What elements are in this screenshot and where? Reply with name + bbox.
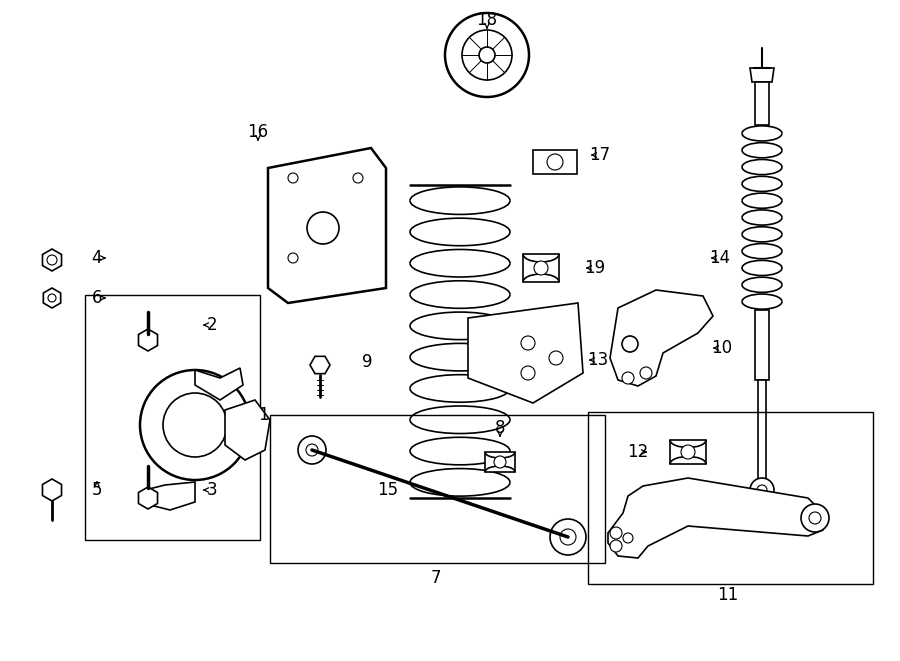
- Bar: [270, 415, 605, 563]
- Text: 7: 7: [431, 569, 441, 587]
- Text: 3: 3: [207, 481, 217, 499]
- Polygon shape: [608, 478, 823, 558]
- Circle shape: [462, 30, 512, 80]
- Circle shape: [550, 519, 586, 555]
- Circle shape: [298, 436, 326, 464]
- Polygon shape: [145, 482, 195, 510]
- Circle shape: [640, 367, 652, 379]
- Text: 13: 13: [588, 351, 608, 369]
- Text: 8: 8: [495, 419, 505, 437]
- Polygon shape: [670, 440, 706, 464]
- Circle shape: [288, 253, 298, 263]
- Text: 10: 10: [711, 339, 733, 357]
- Circle shape: [445, 13, 529, 97]
- Circle shape: [549, 351, 563, 365]
- Circle shape: [48, 294, 56, 302]
- Circle shape: [809, 512, 821, 524]
- Circle shape: [47, 255, 57, 265]
- Text: 11: 11: [717, 586, 739, 604]
- Polygon shape: [758, 380, 766, 480]
- Circle shape: [681, 445, 695, 459]
- Text: 4: 4: [92, 249, 103, 267]
- Circle shape: [534, 261, 548, 275]
- Polygon shape: [755, 310, 769, 380]
- Circle shape: [163, 393, 227, 457]
- Circle shape: [288, 173, 298, 183]
- Bar: [588, 412, 873, 584]
- Polygon shape: [268, 148, 386, 303]
- Text: 14: 14: [709, 249, 731, 267]
- Polygon shape: [750, 68, 774, 82]
- Circle shape: [757, 485, 767, 495]
- Text: 12: 12: [627, 443, 649, 461]
- Polygon shape: [225, 400, 270, 460]
- Text: 6: 6: [92, 289, 103, 307]
- Text: 15: 15: [377, 481, 399, 499]
- Polygon shape: [485, 452, 515, 472]
- Polygon shape: [533, 150, 577, 174]
- Circle shape: [622, 336, 638, 352]
- Text: 5: 5: [92, 481, 103, 499]
- Text: 9: 9: [362, 353, 373, 371]
- Text: 18: 18: [476, 11, 498, 29]
- Polygon shape: [195, 368, 243, 400]
- Text: 16: 16: [248, 123, 268, 141]
- Text: 17: 17: [590, 146, 610, 164]
- Text: 2: 2: [207, 316, 217, 334]
- Text: 1: 1: [257, 406, 268, 424]
- Text: 19: 19: [584, 259, 606, 277]
- Circle shape: [479, 47, 495, 63]
- Circle shape: [560, 529, 576, 545]
- Circle shape: [521, 366, 535, 380]
- Polygon shape: [610, 290, 713, 386]
- Circle shape: [306, 444, 318, 456]
- Circle shape: [623, 533, 633, 543]
- Circle shape: [521, 336, 535, 350]
- Circle shape: [801, 504, 829, 532]
- Circle shape: [750, 478, 774, 502]
- Circle shape: [610, 540, 622, 552]
- Bar: [85, 295, 260, 540]
- Polygon shape: [523, 254, 559, 282]
- Circle shape: [494, 456, 506, 468]
- Circle shape: [610, 527, 622, 539]
- Polygon shape: [755, 82, 769, 125]
- Circle shape: [140, 370, 250, 480]
- Circle shape: [547, 154, 563, 170]
- Circle shape: [307, 212, 339, 244]
- Circle shape: [353, 173, 363, 183]
- Polygon shape: [468, 303, 583, 403]
- Circle shape: [622, 372, 634, 384]
